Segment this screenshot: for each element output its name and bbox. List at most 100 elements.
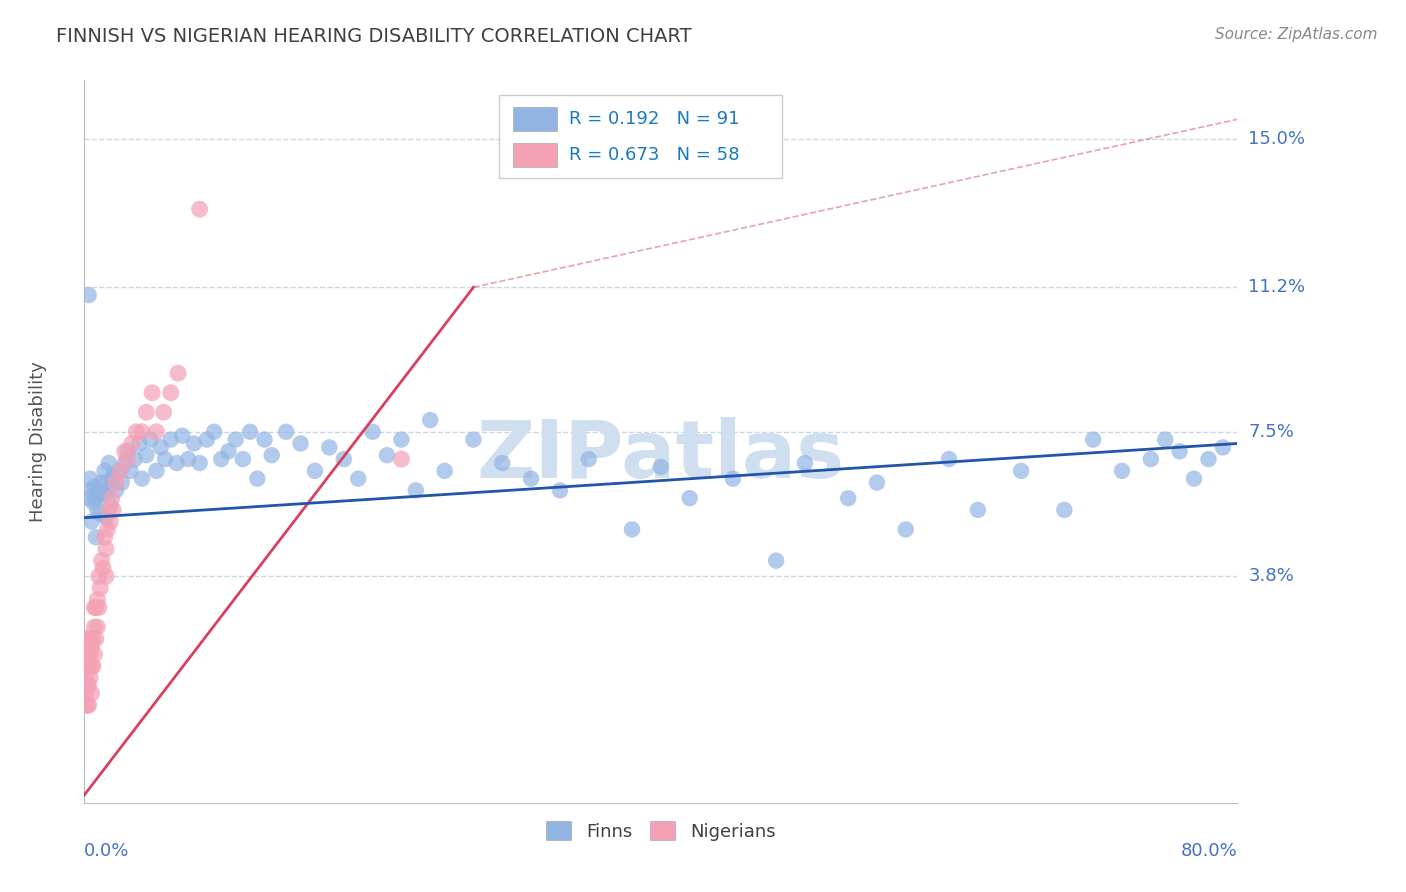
Point (93, 530, 115, 544)
Point (105, 483, 128, 498)
Point (77, 288, 100, 302)
Point (84, 600, 107, 615)
Point (202, 425, 225, 439)
Point (160, 433, 183, 447)
Point (209, 452, 232, 467)
Point (83, 600, 105, 615)
Point (232, 452, 254, 467)
Point (149, 441, 172, 455)
Point (145, 425, 167, 439)
Point (405, 483, 427, 498)
Point (94, 541, 117, 556)
Point (333, 452, 356, 467)
Point (77, 491, 100, 505)
Point (91, 561, 114, 575)
Point (103, 467, 124, 482)
Point (103, 503, 124, 517)
Point (1168, 444, 1191, 458)
Point (1212, 441, 1234, 455)
Point (153, 452, 176, 467)
Point (94, 510, 117, 524)
Point (1010, 464, 1032, 478)
Point (89, 581, 111, 595)
Point (84, 632, 107, 646)
Point (117, 452, 139, 467)
Point (260, 448, 283, 462)
Point (225, 433, 247, 447)
Point (172, 428, 194, 442)
Text: Hearing Disability: Hearing Disability (30, 361, 48, 522)
Point (938, 452, 960, 467)
Point (87, 600, 110, 615)
Point (83, 479, 105, 493)
Point (967, 503, 990, 517)
Point (491, 456, 513, 470)
Point (90, 554, 112, 568)
Point (837, 491, 859, 505)
Point (361, 425, 384, 439)
FancyBboxPatch shape (513, 143, 557, 167)
Point (866, 475, 889, 490)
Point (91, 487, 114, 501)
Point (1111, 464, 1133, 478)
Point (76, 632, 98, 646)
Point (218, 444, 240, 458)
Text: 15.0%: 15.0% (1249, 130, 1305, 148)
Point (391, 433, 413, 447)
Point (318, 441, 340, 455)
Point (89, 507, 111, 521)
Point (77, 659, 100, 673)
Point (419, 413, 441, 427)
Text: 3.8%: 3.8% (1249, 567, 1294, 585)
Point (135, 405, 157, 419)
Point (80, 515, 103, 529)
Point (83, 648, 105, 662)
Point (76, 679, 98, 693)
Point (125, 425, 148, 439)
Point (183, 436, 205, 450)
Point (87, 487, 110, 501)
Point (1182, 472, 1205, 486)
Point (86, 592, 108, 607)
Point (98, 499, 121, 513)
Point (347, 472, 370, 486)
Point (520, 472, 543, 486)
Point (86, 620, 108, 634)
Point (114, 444, 136, 458)
Point (110, 464, 132, 478)
Point (1083, 433, 1105, 447)
Point (188, 456, 211, 470)
Point (246, 472, 269, 486)
Point (128, 436, 150, 450)
Point (76, 659, 98, 673)
Point (76, 648, 98, 662)
Text: FINNISH VS NIGERIAN HEARING DISABILITY CORRELATION CHART: FINNISH VS NIGERIAN HEARING DISABILITY C… (56, 27, 692, 45)
Point (166, 456, 188, 470)
Point (82, 632, 104, 646)
Point (117, 444, 139, 458)
Point (84, 530, 107, 544)
Text: 0.0%: 0.0% (84, 842, 129, 860)
Point (93, 464, 115, 478)
Point (120, 464, 142, 478)
Point (98, 515, 121, 529)
Point (75, 698, 97, 713)
Point (82, 659, 104, 673)
Point (433, 464, 456, 478)
Legend: Finns, Nigerians: Finns, Nigerians (538, 814, 783, 848)
Point (77, 640, 100, 654)
Point (1140, 452, 1163, 467)
Point (239, 425, 262, 439)
Text: R = 0.192   N = 91: R = 0.192 N = 91 (568, 110, 740, 128)
Point (141, 385, 163, 400)
Point (86, 503, 108, 517)
Point (80, 659, 103, 673)
Point (114, 456, 136, 470)
Point (75, 632, 97, 646)
Point (253, 433, 276, 447)
Point (1154, 433, 1177, 447)
Point (290, 436, 312, 450)
Point (463, 433, 485, 447)
Point (375, 448, 398, 462)
Point (79, 671, 101, 685)
